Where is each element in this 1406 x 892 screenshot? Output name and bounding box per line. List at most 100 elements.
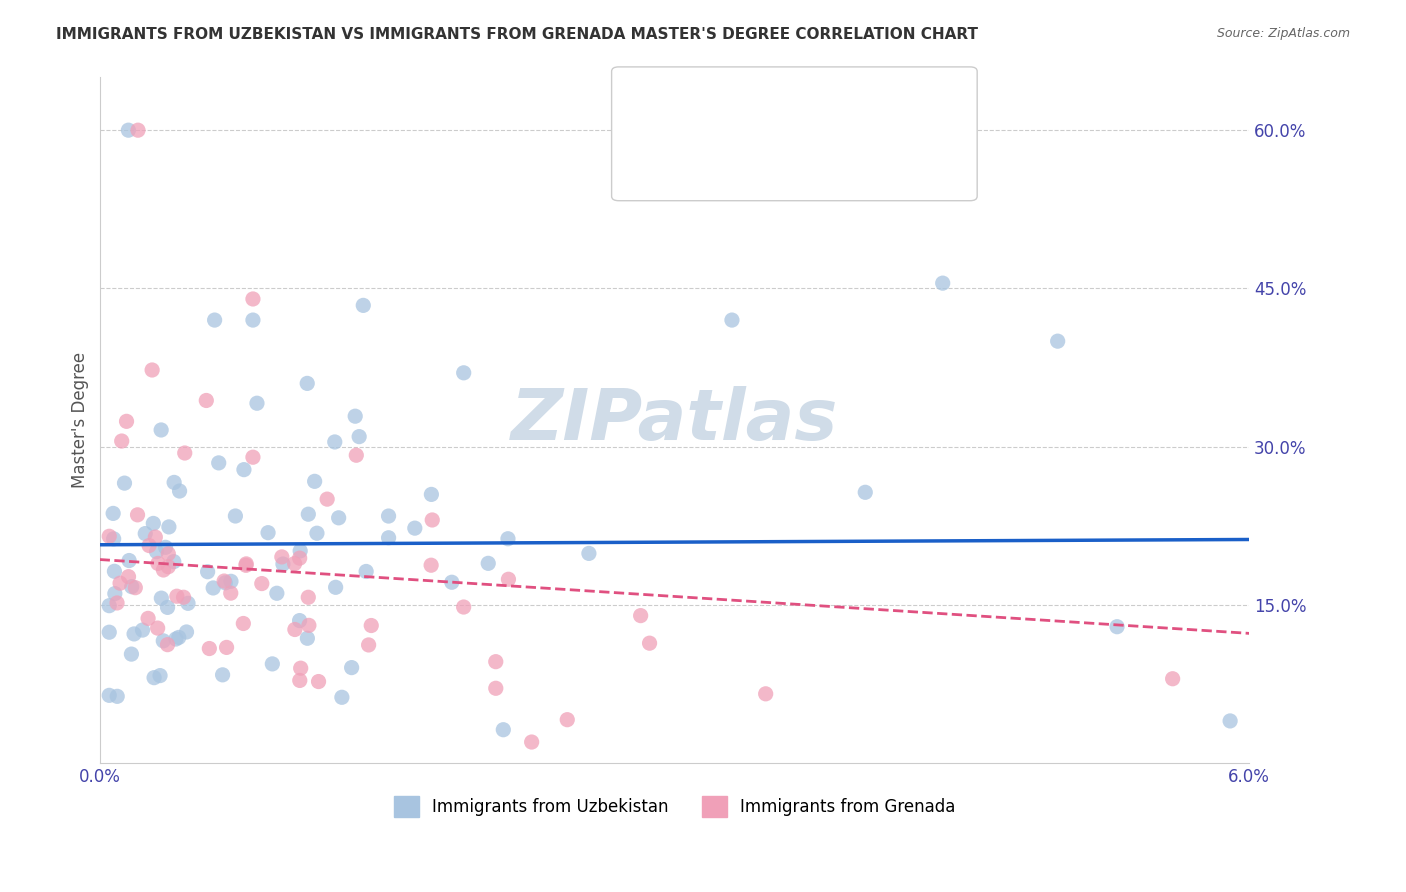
Immigrants from Uzbekistan [101, 507, 124, 521]
Text: R =: R = [672, 95, 706, 110]
Immigrants from Uzbekistan [323, 434, 346, 449]
Immigrants from Grenada [215, 640, 238, 655]
Immigrants from Uzbekistan [98, 689, 121, 703]
Immigrants from Uzbekistan [224, 508, 246, 523]
Immigrants from Uzbekistan [246, 396, 269, 410]
Immigrants from Grenada [235, 557, 257, 571]
Immigrants from Uzbekistan [340, 660, 363, 674]
Immigrants from Uzbekistan [404, 521, 426, 535]
Immigrants from Uzbekistan [262, 657, 284, 671]
Immigrants from Uzbekistan [197, 565, 219, 579]
Immigrants from Uzbekistan [271, 557, 294, 571]
Immigrants from Uzbekistan [145, 544, 167, 558]
Immigrants from Grenada [498, 572, 520, 586]
Immigrants from Grenada [219, 586, 242, 600]
Immigrants from Uzbekistan [165, 632, 187, 646]
Immigrants from Grenada [108, 576, 131, 591]
Immigrants from Uzbekistan [163, 555, 186, 569]
Immigrants from Grenada [453, 600, 475, 615]
Immigrants from Grenada [250, 576, 273, 591]
Immigrants from Uzbekistan [122, 627, 145, 641]
Immigrants from Uzbekistan [242, 313, 264, 327]
Immigrants from Grenada [141, 363, 163, 377]
Immigrants from Uzbekistan [105, 690, 128, 704]
Immigrants from Uzbekistan [117, 123, 139, 137]
Immigrants from Grenada [156, 638, 179, 652]
Text: N =: N = [770, 95, 804, 110]
Immigrants from Uzbekistan [440, 575, 463, 590]
Immigrants from Uzbekistan [853, 485, 876, 500]
Immigrants from Uzbekistan [297, 632, 319, 646]
Immigrants from Uzbekistan [121, 580, 143, 594]
Immigrants from Uzbekistan [328, 511, 350, 525]
Immigrants from Uzbekistan [150, 591, 173, 606]
Immigrants from Uzbekistan [150, 423, 173, 437]
Immigrants from Uzbekistan [134, 526, 156, 541]
Immigrants from Uzbekistan [352, 298, 374, 312]
Immigrants from Uzbekistan [325, 580, 347, 594]
Immigrants from Uzbekistan [1105, 620, 1128, 634]
Immigrants from Grenada [111, 434, 134, 448]
Immigrants from Uzbekistan [143, 671, 166, 685]
Immigrants from Uzbekistan [149, 668, 172, 682]
Immigrants from Grenada [357, 638, 380, 652]
Immigrants from Uzbekistan [453, 366, 475, 380]
Immigrants from Uzbekistan [578, 546, 600, 560]
Immigrants from Grenada [485, 681, 508, 696]
Immigrants from Uzbekistan [288, 614, 311, 628]
Immigrants from Grenada [232, 616, 254, 631]
Immigrants from Grenada [270, 549, 292, 564]
Immigrants from Uzbekistan [214, 575, 236, 590]
Immigrants from Grenada [115, 414, 138, 428]
Immigrants from Uzbekistan [155, 541, 177, 555]
Immigrants from Uzbekistan [163, 475, 186, 490]
Immigrants from Grenada [520, 735, 543, 749]
Immigrants from Uzbekistan [347, 429, 370, 443]
Immigrants from Uzbekistan [142, 516, 165, 531]
Immigrants from Grenada [344, 448, 367, 462]
Immigrants from Grenada [290, 661, 312, 675]
Immigrants from Uzbekistan [103, 532, 125, 546]
Immigrants from Uzbekistan [492, 723, 515, 737]
Immigrants from Grenada [284, 557, 307, 571]
Text: ZIPatlas: ZIPatlas [510, 385, 838, 455]
Immigrants from Uzbekistan [131, 623, 153, 637]
Immigrants from Grenada [308, 674, 330, 689]
Immigrants from Grenada [1161, 672, 1184, 686]
Immigrants from Uzbekistan [1219, 714, 1241, 728]
Immigrants from Uzbekistan [104, 586, 127, 600]
Immigrants from Grenada [755, 687, 778, 701]
Immigrants from Uzbekistan [169, 483, 191, 498]
Immigrants from Grenada [152, 563, 174, 577]
Immigrants from Uzbekistan [931, 276, 953, 290]
Text: Source: ZipAtlas.com: Source: ZipAtlas.com [1216, 27, 1350, 40]
Immigrants from Uzbekistan [157, 520, 180, 534]
Immigrants from Uzbekistan [266, 586, 288, 600]
Immigrants from Grenada [166, 589, 188, 603]
Immigrants from Grenada [638, 636, 661, 650]
Immigrants from Uzbekistan [98, 625, 121, 640]
Immigrants from Uzbekistan [496, 532, 519, 546]
Immigrants from Uzbekistan [114, 476, 136, 491]
Immigrants from Grenada [360, 618, 382, 632]
Text: R =: R = [672, 140, 706, 154]
Immigrants from Grenada [297, 591, 319, 605]
Immigrants from Grenada [173, 591, 195, 605]
Immigrants from Uzbekistan [167, 631, 190, 645]
Immigrants from Uzbekistan [297, 507, 319, 521]
Text: 0.012: 0.012 [714, 94, 766, 112]
Y-axis label: Master's Degree: Master's Degree [72, 352, 89, 488]
Immigrants from Grenada [146, 557, 169, 571]
Immigrants from Grenada [420, 513, 443, 527]
Immigrants from Uzbekistan [208, 456, 231, 470]
Immigrants from Grenada [212, 574, 235, 588]
Immigrants from Uzbekistan [257, 525, 280, 540]
Immigrants from Grenada [198, 641, 221, 656]
Immigrants from Uzbekistan [305, 526, 328, 541]
Immigrants from Grenada [630, 608, 652, 623]
Immigrants from Uzbekistan [98, 599, 121, 613]
Immigrants from Grenada [242, 292, 264, 306]
Text: 80: 80 [811, 94, 834, 112]
Immigrants from Grenada [420, 558, 443, 573]
Immigrants from Grenada [288, 551, 311, 566]
